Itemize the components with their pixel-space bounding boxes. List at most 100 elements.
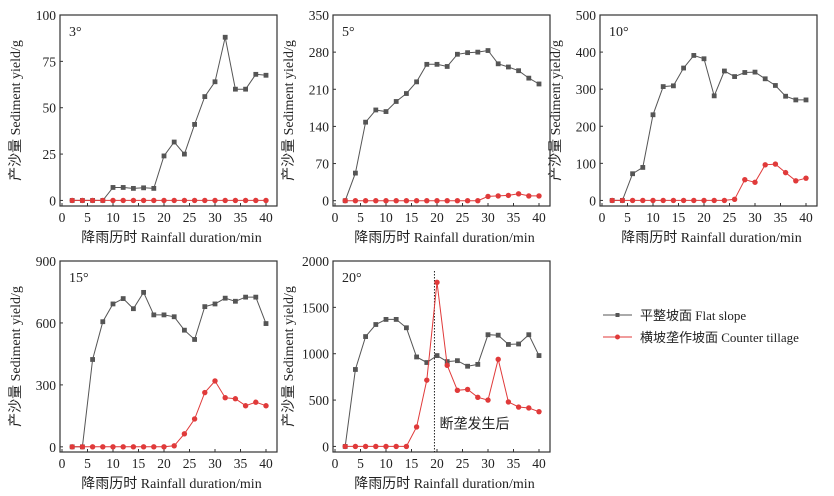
data-point-counter (100, 444, 106, 450)
data-point-counter (191, 197, 198, 204)
plot-frame (59, 14, 278, 207)
series-line-flat (72, 37, 267, 201)
data-point-counter (120, 197, 126, 204)
data-point-flat (253, 294, 259, 300)
data-point-flat (263, 72, 269, 78)
data-point-counter (161, 197, 167, 204)
data-point-counter (629, 197, 636, 204)
data-point-flat (465, 363, 470, 369)
data-point-counter (640, 197, 646, 204)
panel-slope-label: 10° (609, 25, 629, 40)
x-tick-label: 20 (697, 210, 711, 225)
data-point-counter (232, 197, 239, 204)
data-point-flat (414, 79, 419, 85)
x-tick-label: 20 (157, 456, 171, 471)
data-point-flat (526, 75, 532, 81)
data-point-counter (424, 197, 430, 204)
data-point-counter (253, 399, 259, 405)
data-point-flat (253, 71, 259, 77)
data-point-counter (464, 197, 471, 204)
data-point-counter (752, 179, 758, 185)
y-tick-label: 100 (576, 156, 597, 171)
data-point-flat (120, 296, 126, 301)
plot-frame (59, 260, 278, 453)
x-tick-label: 20 (430, 210, 444, 225)
data-point-flat (536, 353, 542, 358)
data-point-counter (161, 444, 167, 450)
plot-frame (599, 14, 818, 207)
data-point-flat (516, 68, 521, 74)
data-point-counter (140, 197, 147, 204)
x-tick-label: 40 (799, 210, 813, 225)
data-point-flat (414, 354, 419, 360)
panel-slope-label: 15° (69, 271, 89, 286)
data-point-flat (233, 298, 238, 304)
data-point-counter (140, 444, 147, 450)
x-tick-label: 25 (723, 210, 737, 225)
x-tick-label: 10 (379, 210, 393, 225)
data-point-counter (475, 197, 481, 204)
data-point-counter (110, 197, 116, 204)
data-point-counter (393, 443, 399, 450)
data-point-flat (506, 64, 511, 70)
data-point-flat (393, 317, 399, 322)
data-point-flat (681, 65, 686, 71)
data-point-flat (444, 64, 450, 69)
data-point-flat (192, 122, 197, 127)
y-tick-label: 2000 (302, 254, 329, 269)
data-point-flat (192, 337, 197, 342)
x-tick-label: 35 (234, 456, 248, 471)
data-point-counter (222, 197, 228, 204)
data-point-flat (671, 83, 676, 89)
data-point-flat (110, 301, 116, 307)
data-point-counter (352, 197, 359, 204)
data-point-flat (475, 361, 481, 367)
data-point-counter (680, 197, 687, 204)
x-axis-label: 降雨历时 Rainfall duration/min (354, 476, 534, 492)
y-tick-label: 0 (49, 440, 56, 455)
y-tick-label: 500 (576, 8, 597, 23)
y-tick-label: 70 (316, 157, 330, 172)
x-tick-label: 35 (507, 456, 521, 471)
y-tick-label: 900 (36, 254, 57, 269)
data-point-flat (803, 97, 809, 103)
data-point-counter (782, 169, 789, 176)
data-point-counter (171, 197, 177, 204)
data-point-counter (181, 197, 188, 204)
data-point-counter (434, 279, 440, 286)
data-point-counter (342, 197, 348, 204)
y-tick-label: 210 (309, 82, 330, 97)
data-point-flat (424, 360, 430, 365)
x-tick-label: 10 (379, 456, 393, 471)
data-point-flat (660, 84, 666, 89)
data-point-counter (711, 197, 717, 204)
data-point-flat (495, 61, 501, 67)
plot-frame (332, 260, 551, 453)
x-tick-label: 15 (132, 456, 146, 471)
y-tick-label: 100 (36, 8, 57, 23)
x-tick-label: 35 (234, 210, 248, 225)
data-point-counter (660, 197, 666, 204)
y-tick-label: 350 (309, 8, 330, 23)
data-point-flat (110, 185, 116, 190)
data-point-counter (69, 197, 75, 204)
data-point-counter (383, 443, 389, 450)
data-point-flat (202, 94, 208, 99)
x-tick-label: 5 (357, 210, 364, 225)
data-point-flat (783, 93, 788, 99)
x-tick-label: 20 (157, 210, 171, 225)
data-point-counter (670, 197, 677, 204)
x-tick-label: 10 (106, 210, 120, 225)
x-axis-label: 降雨历时 Rainfall duration/min (81, 230, 261, 246)
legend-marker-square (615, 313, 620, 317)
data-point-flat (630, 171, 635, 177)
data-point-counter (130, 197, 137, 204)
data-point-counter (434, 197, 440, 204)
x-tick-label: 15 (405, 456, 419, 471)
data-point-counter (793, 178, 799, 184)
x-tick-label: 0 (59, 210, 66, 225)
series-line-flat (344, 49, 540, 201)
data-point-counter (619, 197, 626, 204)
data-point-counter (454, 387, 461, 394)
x-tick-label: 5 (84, 210, 91, 225)
